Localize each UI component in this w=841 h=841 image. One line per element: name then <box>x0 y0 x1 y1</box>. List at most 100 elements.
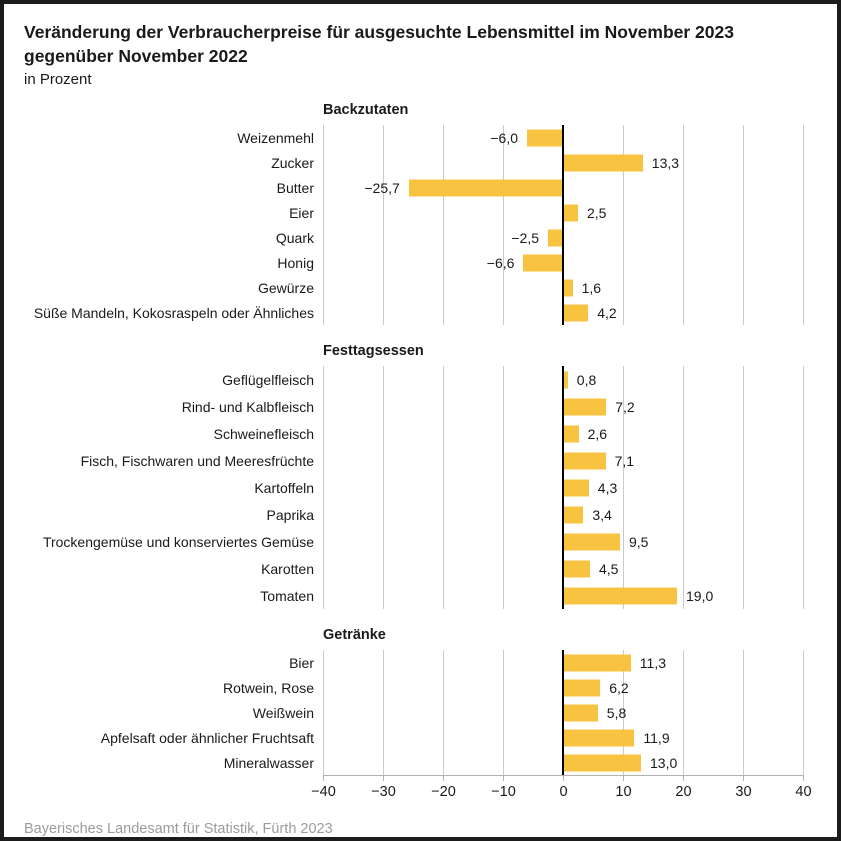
section-header: Backzutaten <box>323 102 409 119</box>
x-tick: 40 <box>795 776 812 800</box>
category-label: Paprika <box>266 506 314 523</box>
bar <box>563 654 631 672</box>
x-tick: −20 <box>431 776 456 800</box>
category-label: Gewürze <box>257 279 314 296</box>
x-tick: −30 <box>371 776 396 800</box>
category-label: Eier <box>289 204 314 221</box>
x-tick-label: −10 <box>491 784 516 801</box>
bar <box>408 179 563 197</box>
category-label: Rind- und Kalbfleisch <box>181 398 314 415</box>
chart-row: Bier 11,3 <box>24 650 837 676</box>
x-tick-label: 40 <box>795 784 812 801</box>
bar-value-label: 4,2 <box>597 304 617 321</box>
x-tick-label: −20 <box>431 784 456 801</box>
category-label: Quark <box>275 229 314 246</box>
bar <box>563 204 578 222</box>
chart-row: Eier 2,5 <box>24 200 837 226</box>
bar <box>563 679 601 697</box>
bar-value-label: −2,5 <box>511 229 539 246</box>
bar <box>563 704 598 722</box>
chart-section-festtagsessen: Festtagsessen Geflügelfleisch 0,8 Rind- … <box>4 342 837 610</box>
chart-title-line2: gegenüber November 2022 <box>24 46 248 67</box>
bar-value-label: 2,5 <box>587 204 607 221</box>
chart-title-line1: Veränderung der Verbraucherpreise für au… <box>24 22 734 42</box>
chart-row: Karotten 4,5 <box>24 555 837 583</box>
chart-row: Fisch, Fischwaren und Meeresfrüchte 7,1 <box>24 447 837 475</box>
bar-value-label: 9,5 <box>629 533 649 550</box>
category-label: Honig <box>277 254 314 271</box>
category-label: Weizenmehl <box>237 129 314 146</box>
bar <box>563 398 607 416</box>
category-label: Kartoffeln <box>254 479 314 496</box>
bar <box>563 479 589 497</box>
chart-row: Butter −25,7 <box>24 175 837 201</box>
category-label: Mineralwasser <box>223 754 314 771</box>
x-tick: 20 <box>675 776 692 800</box>
chart-row: Paprika 3,4 <box>24 501 837 529</box>
chart-subtitle: in Prozent <box>24 71 92 89</box>
x-axis: −40 −30 −20 −10 0 10 20 30 40 <box>311 775 812 811</box>
category-label: Geflügelfleisch <box>222 371 314 388</box>
bar <box>563 533 620 551</box>
bar-value-label: −6,0 <box>490 129 518 146</box>
chart-row: Geflügelfleisch 0,8 <box>24 366 837 394</box>
bar-value-label: 4,5 <box>599 560 619 577</box>
bar <box>563 587 677 605</box>
source-footer: Bayerisches Landesamt für Statistik, Für… <box>24 821 333 838</box>
bar-value-label: 7,1 <box>614 452 635 469</box>
bar <box>563 304 589 322</box>
bar <box>563 371 568 389</box>
x-tick: 10 <box>615 776 632 800</box>
chart-row: Weißwein 5,8 <box>24 700 837 726</box>
bar-value-label: −25,7 <box>364 179 400 196</box>
x-tick: 30 <box>735 776 752 800</box>
x-axis-row: −40 −30 −20 −10 0 10 20 30 40 <box>4 775 837 811</box>
zero-line <box>562 125 564 326</box>
section-header: Festtagsessen <box>323 343 424 360</box>
category-label: Tomaten <box>260 587 314 604</box>
category-label: Rotwein, Rose <box>222 679 314 696</box>
category-label: Schweinefleisch <box>213 425 314 442</box>
zero-line <box>562 366 564 610</box>
x-tick-label: −30 <box>371 784 396 801</box>
x-tick-label: −40 <box>311 784 336 801</box>
bar <box>563 729 635 747</box>
chart-row: Tomaten 19,0 <box>24 582 837 610</box>
bar-value-label: 5,8 <box>606 704 627 721</box>
bar-value-label: 0,8 <box>576 371 597 388</box>
bar <box>563 425 579 443</box>
chart-row: Rotwein, Rose 6,2 <box>24 675 837 701</box>
chart-row: Quark −2,5 <box>24 225 837 251</box>
chart-row: Rind- und Kalbfleisch 7,2 <box>24 393 837 421</box>
x-axis-spacer <box>24 775 323 811</box>
chart-row: Trockengemüse und konserviertes Gemüse 9… <box>24 528 837 556</box>
category-label: Trockengemüse und konserviertes Gemüse <box>42 533 314 550</box>
chart-header: Veränderung der Verbraucherpreise für au… <box>4 4 837 88</box>
category-label: Zucker <box>271 154 314 171</box>
bar <box>563 452 606 470</box>
bar <box>527 129 563 147</box>
category-label: Bier <box>289 654 314 671</box>
bar-value-label: 19,0 <box>686 587 714 604</box>
bar <box>563 154 643 172</box>
chart-row: Schweinefleisch 2,6 <box>24 420 837 448</box>
chart-row: Apfelsaft oder ähnlicher Fruchtsaft 11,9 <box>24 725 837 751</box>
chart-title: Veränderung der Verbraucherpreise für au… <box>24 20 817 68</box>
category-label: Süße Mandeln, Kokosraspeln oder Ähnliche… <box>33 304 314 321</box>
bar <box>563 754 641 772</box>
section-plot-area: Geflügelfleisch 0,8 Rind- und Kalbfleisc… <box>4 366 837 610</box>
x-tick: 0 <box>559 776 568 800</box>
chart-row: Gewürze 1,6 <box>24 275 837 301</box>
bar-value-label: 13,3 <box>651 154 680 171</box>
bar-value-label: 11,3 <box>639 654 667 671</box>
bar-value-label: 1,6 <box>581 279 602 296</box>
bar-value-label: 3,4 <box>592 506 612 523</box>
chart-row: Mineralwasser 13,0 <box>24 750 837 776</box>
bar-value-label: 11,9 <box>643 729 670 746</box>
chart-row: Zucker 13,3 <box>24 150 837 176</box>
bar-value-label: 13,0 <box>650 754 678 771</box>
x-tick-label: 10 <box>615 784 632 801</box>
bar <box>563 560 590 578</box>
bar-value-label: −6,6 <box>486 254 515 271</box>
